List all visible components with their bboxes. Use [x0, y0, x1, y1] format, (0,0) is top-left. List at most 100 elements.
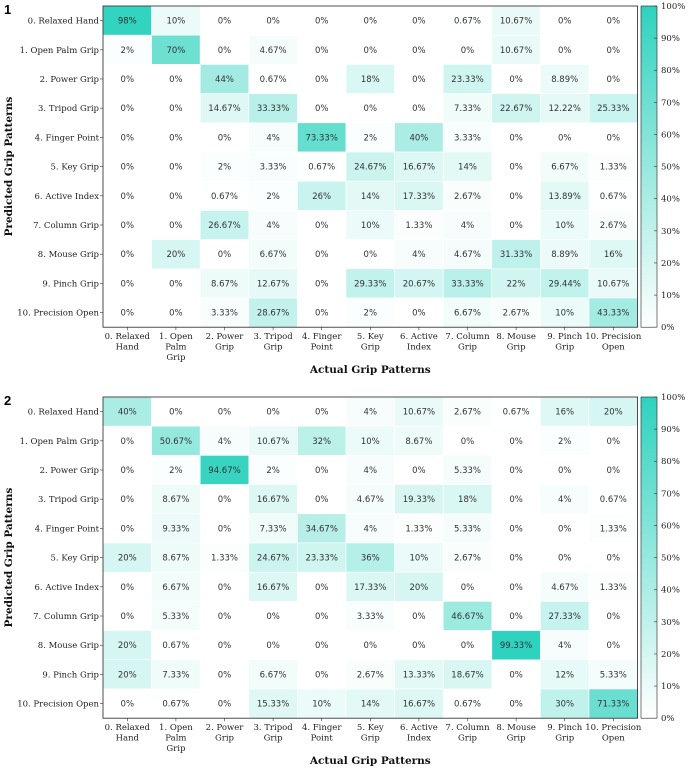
cell-value-label: 0% — [218, 700, 232, 710]
cell-value-label: 20.67% — [403, 279, 435, 289]
heatmap-cell — [345, 5, 395, 36]
cell-value-label: 0% — [509, 163, 523, 173]
heatmap-cell — [394, 571, 444, 602]
heatmap-cell — [345, 239, 395, 270]
cell-value-label: 14.67% — [208, 104, 240, 114]
cell-value-label: 0.67% — [454, 17, 481, 27]
heatmap-cell — [102, 5, 152, 36]
heatmap-cell — [442, 425, 493, 456]
heatmap-cell — [199, 297, 250, 328]
heatmap-cell — [540, 630, 590, 661]
cell-value-label: 0% — [607, 17, 621, 27]
cell-value-label: 14% — [361, 700, 380, 710]
heatmap-cell — [102, 64, 152, 94]
heatmap-cell — [345, 425, 395, 456]
cell-value-label: 0.67% — [162, 700, 189, 710]
heatmap-cell — [588, 455, 638, 485]
cell-value-label: 4% — [266, 221, 280, 231]
x-tick-label: 9. Pinch Grip — [547, 723, 582, 744]
heatmap-cell — [345, 297, 395, 328]
cell-value-label: 10% — [166, 17, 185, 27]
cell-value-label: 0% — [364, 17, 378, 27]
y-tick-label: 5. Key Grip — [51, 554, 100, 564]
cell-value-label: 1.33% — [600, 583, 627, 593]
x-axis-title: Actual Grip Patterns — [309, 364, 431, 376]
y-tick-label: 10. Precision Open — [17, 700, 99, 710]
cell-value-label: 0% — [607, 466, 621, 476]
heatmap-cell — [297, 396, 347, 427]
heatmap-cell — [248, 151, 298, 182]
cell-value-label: 4.67% — [260, 46, 287, 56]
y-tick-label: 9. Pinch Grip — [42, 670, 99, 680]
cell-value-label: 71.33% — [597, 700, 629, 710]
x-tick-label: 10. Precision Open — [585, 723, 642, 744]
heatmap-cell — [540, 297, 590, 328]
x-tick-label: 6. Active Index — [400, 332, 438, 353]
colorbar-tick-label: 0% — [661, 323, 675, 333]
heatmap-cell — [394, 64, 444, 94]
cell-value-label: 0% — [412, 104, 426, 114]
heatmap-cell — [588, 34, 638, 65]
cell-value-label: 22% — [507, 279, 526, 289]
cell-value-label: 0% — [266, 641, 280, 651]
heatmap-cell — [345, 93, 395, 124]
heatmap-cell — [297, 297, 347, 328]
heatmap-cell — [297, 659, 347, 690]
heatmap-cell — [345, 601, 395, 631]
heatmap-cell — [491, 513, 541, 544]
heatmap-cell — [102, 34, 152, 65]
cell-value-label: 5.33% — [454, 466, 481, 476]
heatmap-cell — [297, 484, 347, 515]
heatmap-cell — [151, 210, 201, 240]
heatmap-cell — [102, 659, 152, 690]
heatmap-cell — [151, 601, 201, 631]
cell-value-label: 0% — [315, 583, 329, 593]
cell-value-label: 0% — [509, 554, 523, 564]
cell-value-label: 0% — [509, 133, 523, 143]
cell-value-label: 4.67% — [454, 250, 481, 260]
heatmap-cell — [297, 210, 347, 240]
cell-value-label: 1.33% — [405, 221, 432, 231]
colorbar-tick-label: 20% — [661, 650, 680, 660]
cell-value-label: 0% — [169, 221, 183, 231]
heatmap-cell — [491, 688, 541, 719]
cell-value-label: 0% — [121, 495, 135, 505]
cell-value-label: 6.67% — [551, 163, 578, 173]
heatmap-cell — [102, 601, 152, 631]
cell-value-label: 0% — [121, 221, 135, 231]
colorbar-tick-label: 100% — [661, 393, 685, 403]
cell-value-label: 2.67% — [454, 192, 481, 202]
cell-value-label: 6.67% — [162, 583, 189, 593]
cell-value-label: 0% — [315, 495, 329, 505]
heatmap-cell — [345, 180, 395, 211]
cell-value-label: 25.33% — [597, 104, 629, 114]
x-tick-label: 5. Key Grip — [357, 723, 384, 744]
cell-value-label: 2.67% — [454, 554, 481, 564]
cell-value-label: 0% — [607, 554, 621, 564]
heatmap-cell — [297, 601, 347, 631]
heatmap-cell — [297, 425, 347, 456]
heatmap-cell — [394, 180, 444, 211]
heatmap-cell — [540, 484, 590, 515]
cell-value-label: 0% — [315, 641, 329, 651]
heatmap-cell — [491, 396, 541, 427]
y-tick-label: 3. Tripod Grip — [38, 495, 100, 505]
cell-value-label: 0% — [315, 104, 329, 114]
cell-value-label: 0% — [315, 221, 329, 231]
heatmap-cell — [588, 542, 638, 573]
cell-value-label: 2% — [266, 466, 280, 476]
cell-value-label: 0.67% — [454, 700, 481, 710]
heatmap-cell — [199, 93, 250, 124]
cell-value-label: 0% — [412, 75, 426, 85]
cell-value-label: 4.67% — [357, 495, 384, 505]
cell-value-label: 0% — [558, 554, 572, 564]
y-tick-label: 8. Mouse Grip — [38, 250, 100, 260]
cell-value-label: 0% — [218, 17, 232, 27]
cell-value-label: 44% — [215, 75, 234, 85]
heatmap-cell — [442, 5, 493, 36]
heatmap-cell — [540, 180, 590, 211]
cell-value-label: 0% — [169, 75, 183, 85]
cell-value-label: 0% — [412, 17, 426, 27]
heatmap-panel-1: 1 98% 10% 0% 0% 0% 0% 0% 0.67% 10.67% 0% 0% 2% 70% 0% 4… — [3, 2, 685, 376]
heatmap-cell — [199, 268, 250, 299]
